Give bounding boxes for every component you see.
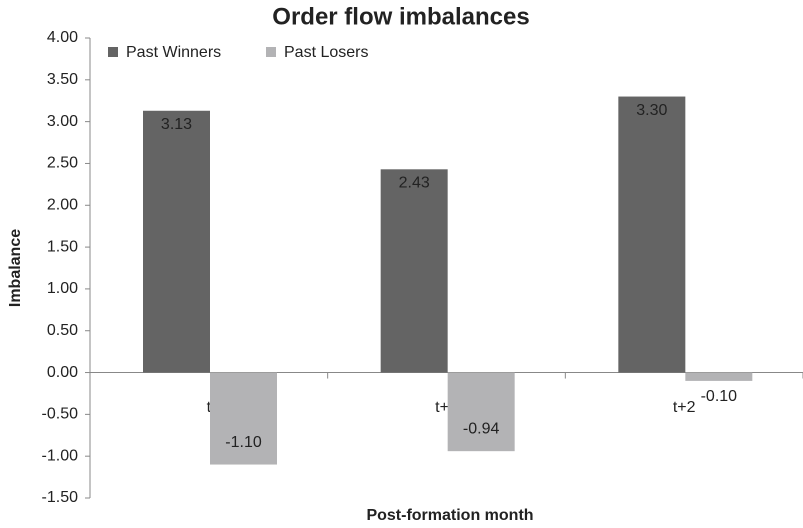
y-tick-label: 2.50 [47, 155, 78, 172]
x-tick-label: t [207, 399, 212, 416]
y-tick-label: 1.50 [47, 238, 78, 255]
data-label: -1.10 [225, 434, 262, 451]
y-tick-label: 2.00 [47, 196, 78, 213]
x-axis-label: Post-formation month [366, 507, 533, 524]
y-tick-label: 3.00 [47, 113, 78, 130]
bar [618, 96, 686, 373]
legend-swatch [266, 47, 276, 57]
y-axis-label: Imbalance [7, 229, 24, 307]
data-label: 3.30 [636, 102, 667, 119]
data-label: -0.10 [701, 388, 738, 405]
chart-title: Order flow imbalances [272, 3, 529, 30]
y-tick-label: -0.50 [42, 406, 79, 423]
legend-swatch [108, 47, 118, 57]
y-tick-label: -1.00 [42, 447, 79, 464]
y-tick-label: 3.50 [47, 71, 78, 88]
y-tick-label: 4.00 [47, 29, 78, 46]
bar [210, 372, 277, 465]
y-tick-label: 0.50 [47, 322, 78, 339]
bar [447, 372, 515, 452]
y-tick-label: 0.00 [47, 364, 78, 381]
data-label: 2.43 [399, 175, 430, 192]
y-tick-label: 1.00 [47, 280, 78, 297]
bar [143, 110, 210, 373]
data-label: 3.13 [161, 116, 192, 133]
y-tick-label: -1.50 [42, 489, 79, 506]
bar [380, 169, 448, 373]
legend-label: Past Losers [284, 44, 368, 61]
data-label: -0.94 [463, 420, 500, 437]
x-tick-label: t+2 [673, 399, 696, 416]
bar [685, 372, 753, 381]
legend-label: Past Winners [126, 44, 221, 61]
